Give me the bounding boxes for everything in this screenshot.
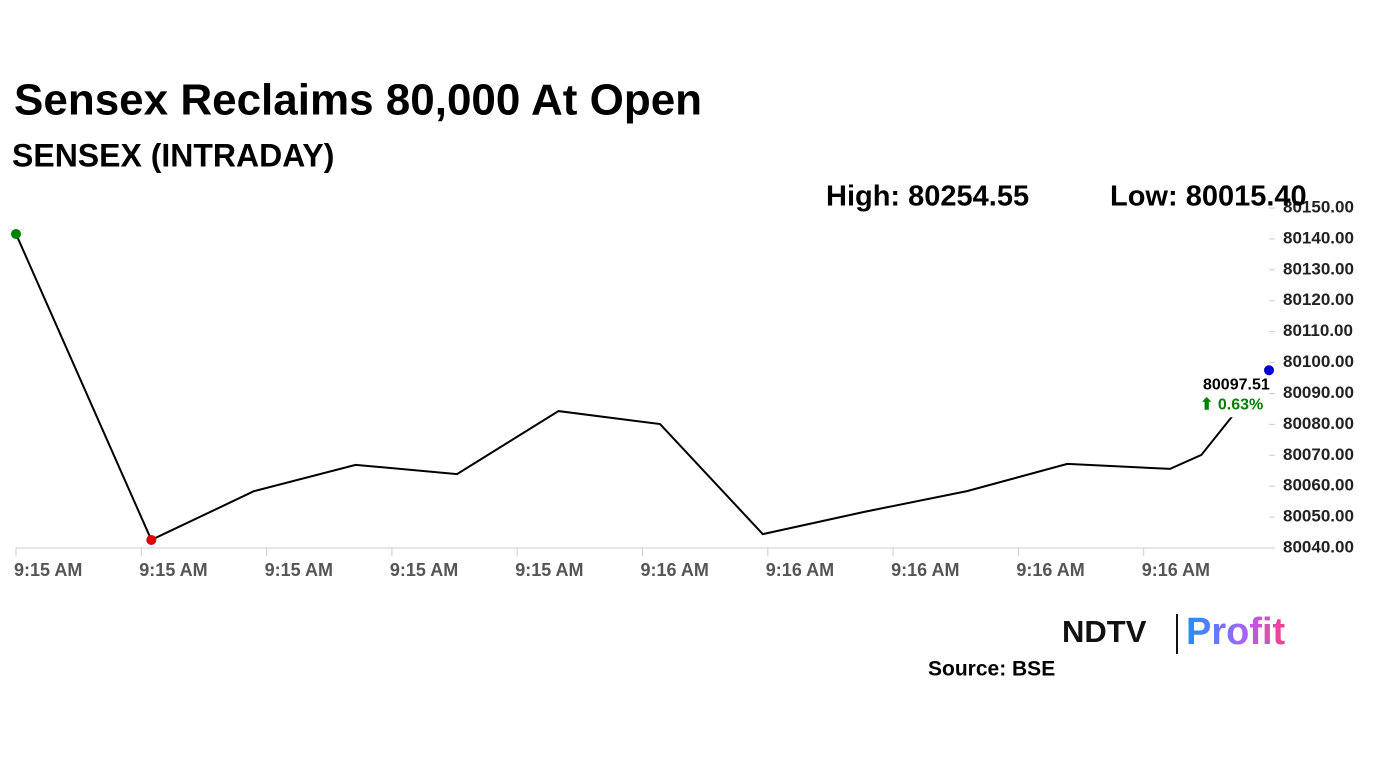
x-tick-label: 9:15 AM <box>139 560 207 580</box>
y-tick-label: 80060.00 <box>1283 476 1354 495</box>
line <box>15 233 1270 542</box>
x-tick-label: 9:15 AM <box>515 560 583 580</box>
logo-ndtv: NDTV <box>1062 614 1147 649</box>
logo-profit: Profit <box>1186 611 1286 653</box>
first-point <box>11 228 21 239</box>
chart-subtitle: SENSEX (INTRADAY) <box>12 137 334 173</box>
y-tick-label: 80130.00 <box>1283 259 1354 278</box>
label-bg <box>1197 373 1267 418</box>
y-tick-label: 80070.00 <box>1283 445 1354 464</box>
plot-area: 80040.00 80050.00 80060.00 80070.00 80080.00… <box>11 197 1354 580</box>
y-tick-label: 80110.00 <box>1283 321 1353 340</box>
y-tick-label: 80050.00 <box>1283 507 1354 526</box>
y-tick-label: 80090.00 <box>1283 383 1354 402</box>
last-point <box>1264 365 1274 376</box>
y-tick-label: 80120.00 <box>1283 290 1354 309</box>
y-tick-label: 80080.00 <box>1283 414 1354 433</box>
high-label: High: 80254.55 <box>826 181 1029 213</box>
x-tick-label: 9:15 AM <box>265 560 333 580</box>
x-tick-label: 9:15 AM <box>390 560 458 580</box>
x-tick-label: 9:16 AM <box>891 560 959 580</box>
x-tick-label: 9:16 AM <box>766 560 834 580</box>
low-point <box>146 534 157 545</box>
last-value-label: 80097.51 <box>1203 376 1270 393</box>
x-tick-label: 9:15 AM <box>14 560 82 580</box>
y-tick-label: 80140.00 <box>1283 228 1354 247</box>
y-tick-label: 80100.00 <box>1283 352 1354 371</box>
x-tick-label: 9:16 AM <box>1016 560 1084 580</box>
y-tick-label: 80040.00 <box>1283 537 1354 556</box>
change-label: ⬆ 0.63% <box>1200 396 1263 413</box>
low-label: Low: 80015.40 <box>1110 181 1307 213</box>
chart-title: Sensex Reclaims 80,000 At Open <box>14 76 702 125</box>
source: Source: BSE <box>928 658 1055 681</box>
x-tick-label: 9:16 AM <box>641 560 709 580</box>
x-tick-label: 9:16 AM <box>1142 560 1210 580</box>
y-tick-label: 80150.00 <box>1283 197 1354 216</box>
